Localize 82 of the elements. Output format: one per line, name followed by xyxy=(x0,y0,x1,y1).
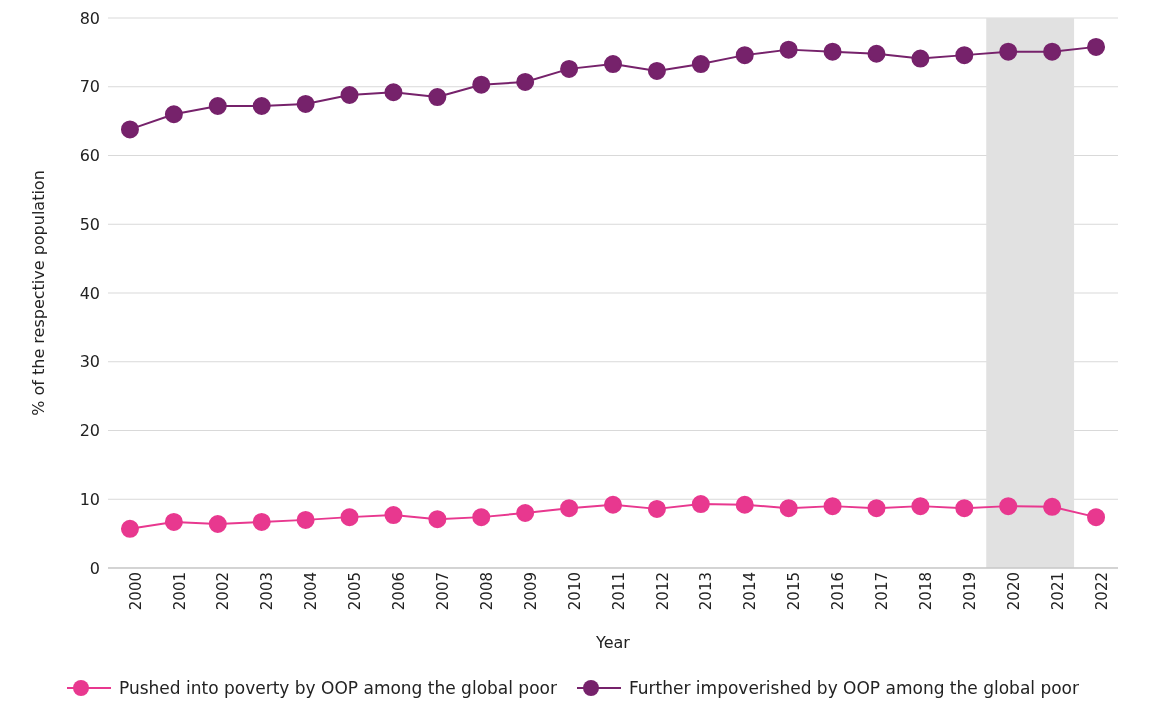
point xyxy=(735,46,754,65)
point xyxy=(1087,37,1106,56)
x-tick-label: 2020 xyxy=(1004,572,1023,611)
point xyxy=(691,495,710,514)
y-tick-label: 70 xyxy=(79,77,100,97)
point xyxy=(867,44,886,63)
point xyxy=(604,495,622,514)
x-tick-label: 2015 xyxy=(785,572,804,611)
point xyxy=(999,42,1018,61)
y-tick-label: 80 xyxy=(79,8,100,28)
x-tick-label: 2018 xyxy=(917,572,936,611)
point xyxy=(252,97,271,115)
point xyxy=(428,88,447,107)
point xyxy=(296,94,315,113)
point xyxy=(560,499,579,518)
point xyxy=(604,55,622,74)
legend-label: Further impoverished by OOP among the global poor xyxy=(628,678,1080,698)
point xyxy=(384,506,403,525)
x-tick-label: 2016 xyxy=(829,572,848,611)
y-axis-title: % of the respective population xyxy=(28,170,48,416)
x-tick-label: 2022 xyxy=(1092,572,1111,611)
x-tick-label: 2001 xyxy=(170,572,189,611)
x-tick-label: 2008 xyxy=(477,572,496,611)
legend-label: Pushed into poverty by OOP among the global poor xyxy=(118,678,557,698)
y-tick-label: 10 xyxy=(79,489,100,509)
x-tick-label: 2014 xyxy=(741,572,760,611)
point xyxy=(164,105,183,124)
x-tick-label: 2003 xyxy=(258,572,277,611)
point xyxy=(999,497,1018,516)
point xyxy=(516,72,535,91)
y-tick-label: 0 xyxy=(89,558,100,578)
x-tick-label: 2013 xyxy=(697,572,716,611)
point xyxy=(428,510,447,529)
x-tick-label: 2005 xyxy=(346,572,365,611)
point xyxy=(823,42,842,61)
point xyxy=(1043,42,1062,61)
point xyxy=(296,510,315,529)
point xyxy=(208,97,227,115)
x-tick-label: 2011 xyxy=(609,572,628,611)
point xyxy=(252,512,271,531)
point xyxy=(340,508,359,527)
y-tick-label: 60 xyxy=(79,146,100,166)
point xyxy=(911,49,930,68)
y-tick-label: 40 xyxy=(79,283,100,303)
point xyxy=(472,508,491,527)
point xyxy=(735,495,754,514)
x-tick-label: 2010 xyxy=(565,572,584,611)
point xyxy=(1043,497,1062,516)
point xyxy=(472,75,491,94)
point xyxy=(823,497,842,516)
y-tick-label: 20 xyxy=(79,421,100,441)
point xyxy=(120,120,139,139)
point xyxy=(384,83,403,102)
point xyxy=(164,512,183,531)
point xyxy=(647,499,666,518)
point xyxy=(955,499,974,518)
point xyxy=(647,61,666,80)
point xyxy=(208,515,227,533)
point xyxy=(955,46,974,65)
point xyxy=(340,86,359,104)
x-tick-label: 2021 xyxy=(1048,572,1067,611)
x-axis-title: Year xyxy=(595,633,631,652)
x-tick-label: 2012 xyxy=(653,572,672,611)
x-tick-label: 2002 xyxy=(214,572,233,611)
y-tick-label: 50 xyxy=(79,214,100,234)
x-tick-label: 2000 xyxy=(126,572,145,611)
x-tick-label: 2004 xyxy=(302,572,321,611)
point xyxy=(560,59,579,78)
y-tick-label: 30 xyxy=(79,352,100,372)
point xyxy=(911,497,930,516)
point xyxy=(1087,508,1106,527)
point xyxy=(516,504,535,522)
x-tick-label: 2009 xyxy=(521,572,540,611)
point xyxy=(120,519,139,538)
x-tick-label: 2007 xyxy=(434,572,452,611)
x-tick-label: 2017 xyxy=(873,572,892,611)
point xyxy=(867,499,886,518)
point xyxy=(779,499,798,518)
point xyxy=(691,55,710,74)
x-tick-label: 2006 xyxy=(390,572,409,611)
point xyxy=(779,40,798,59)
x-tick-label: 2019 xyxy=(960,572,979,611)
